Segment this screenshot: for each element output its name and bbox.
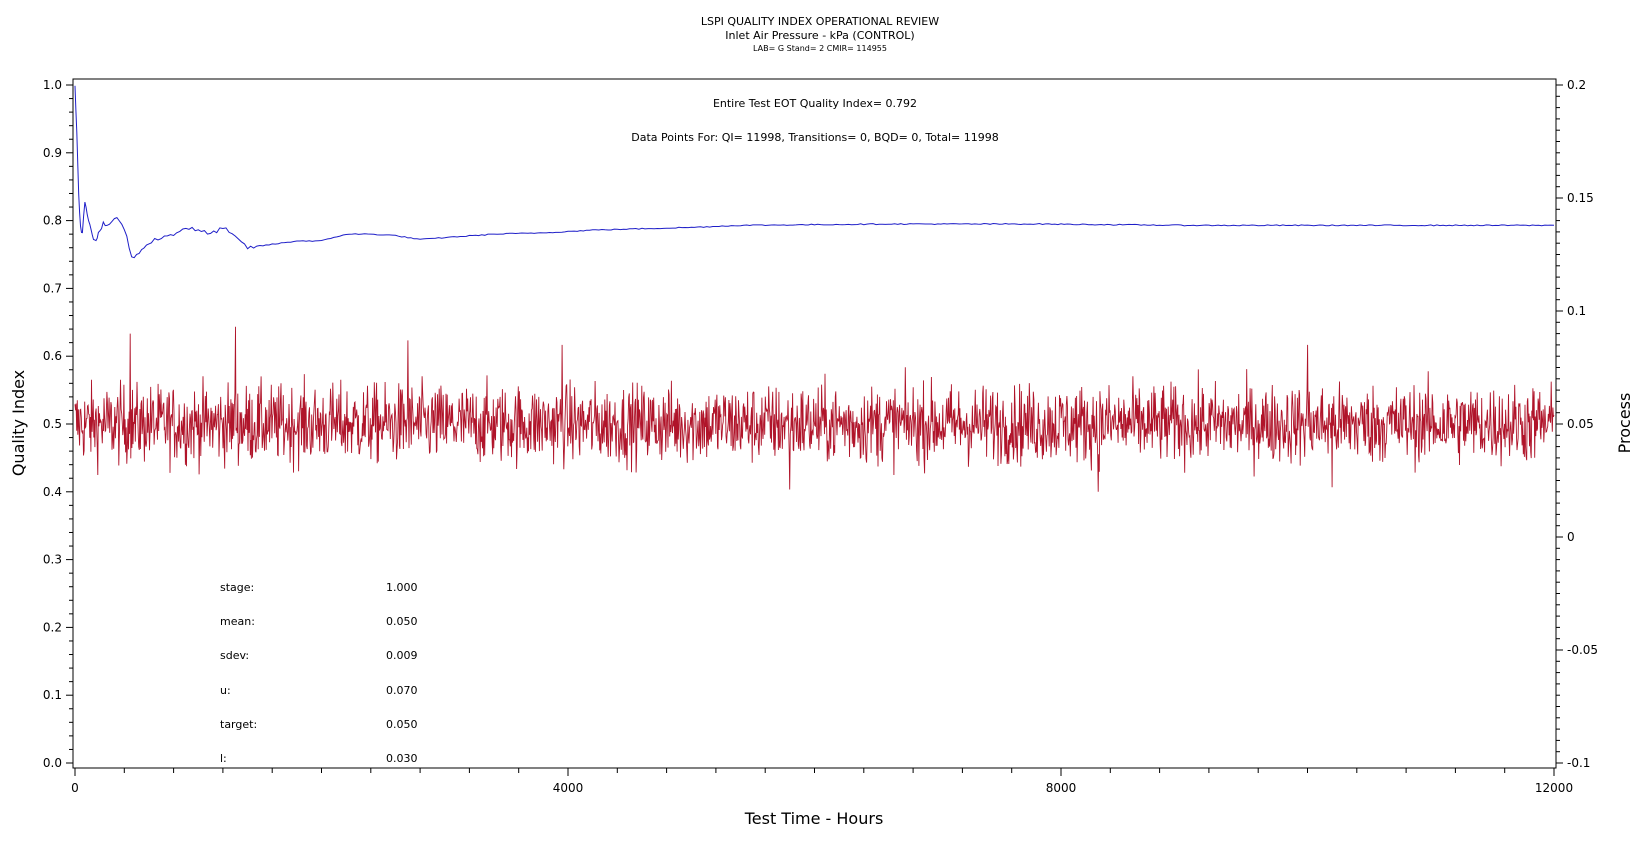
- stat-label-u: u:: [220, 684, 231, 697]
- left-tick-label: 0.1: [43, 688, 62, 702]
- quality-index-series: [74, 85, 1555, 259]
- stat-value-u: 0.070: [386, 684, 418, 697]
- chart-subtitle2: LAB= G Stand= 2 CMIR= 114955: [753, 44, 887, 53]
- right-tick-label: 0.1: [1567, 304, 1586, 318]
- stat-value-sdev: 0.009: [386, 649, 418, 662]
- left-tick-label: 0.8: [43, 214, 62, 228]
- right-tick-label: 0.05: [1567, 417, 1594, 431]
- left-tick-label: 0.4: [43, 485, 62, 499]
- right-tick-label: 0.2: [1567, 78, 1586, 92]
- stat-label-stage: stage:: [220, 581, 254, 594]
- y2-axis-label: Process: [1615, 393, 1634, 454]
- stat-label-l: l:: [220, 752, 227, 765]
- left-tick-label: 0.9: [43, 146, 62, 160]
- left-tick-label: 0.2: [43, 620, 62, 634]
- y-axis-label: Quality Index: [9, 370, 28, 476]
- left-axis: 0.0 0.1 0.2 0.3 0.4 0.5 0.6 0.7 0.8 0.9 1.0: [43, 78, 73, 770]
- x-axis-label: Test Time - Hours: [744, 809, 884, 828]
- stat-label-sdev: sdev:: [220, 649, 249, 662]
- annotation-quality-index: Entire Test EOT Quality Index= 0.792: [713, 97, 917, 110]
- right-tick-label: 0: [1567, 530, 1575, 544]
- stat-value-l: 0.030: [386, 752, 418, 765]
- left-tick-label: 0.0: [43, 756, 62, 770]
- quality-index-line: [74, 85, 1555, 259]
- stat-value-stage: 1.000: [386, 581, 418, 594]
- stat-label-target: target:: [220, 718, 257, 731]
- left-tick-label: 0.6: [43, 349, 62, 363]
- bottom-tick-label: 4000: [553, 781, 584, 795]
- chart-title: LSPI QUALITY INDEX OPERATIONAL REVIEW: [701, 15, 939, 28]
- left-tick-label: 0.3: [43, 553, 62, 567]
- stat-value-mean: 0.050: [386, 615, 418, 628]
- left-tick-label: 0.5: [43, 417, 62, 431]
- right-axis: -0.1 -0.05 0 0.05 0.1 0.15 0.2: [1556, 78, 1598, 770]
- stat-value-target: 0.050: [386, 718, 418, 731]
- process-series: [74, 326, 1555, 492]
- bottom-tick-label: 12000: [1535, 781, 1573, 795]
- left-tick-label: 1.0: [43, 78, 62, 92]
- process-line: [74, 326, 1555, 492]
- right-tick-label: -0.05: [1567, 643, 1598, 657]
- right-tick-label: 0.15: [1567, 191, 1594, 205]
- stat-label-mean: mean:: [220, 615, 255, 628]
- left-tick-label: 0.7: [43, 281, 62, 295]
- chart-subtitle: Inlet Air Pressure - kPa (CONTROL): [725, 29, 914, 42]
- bottom-axis: 0 4000 8000 12000: [71, 768, 1573, 795]
- annotation-data-points: Data Points For: QI= 11998, Transitions=…: [631, 131, 999, 144]
- bottom-tick-label: 8000: [1046, 781, 1077, 795]
- right-tick-label: -0.1: [1567, 756, 1590, 770]
- bottom-tick-label: 0: [71, 781, 79, 795]
- stats-table: stage: 1.000 mean: 0.050 sdev: 0.009 u: …: [220, 581, 418, 765]
